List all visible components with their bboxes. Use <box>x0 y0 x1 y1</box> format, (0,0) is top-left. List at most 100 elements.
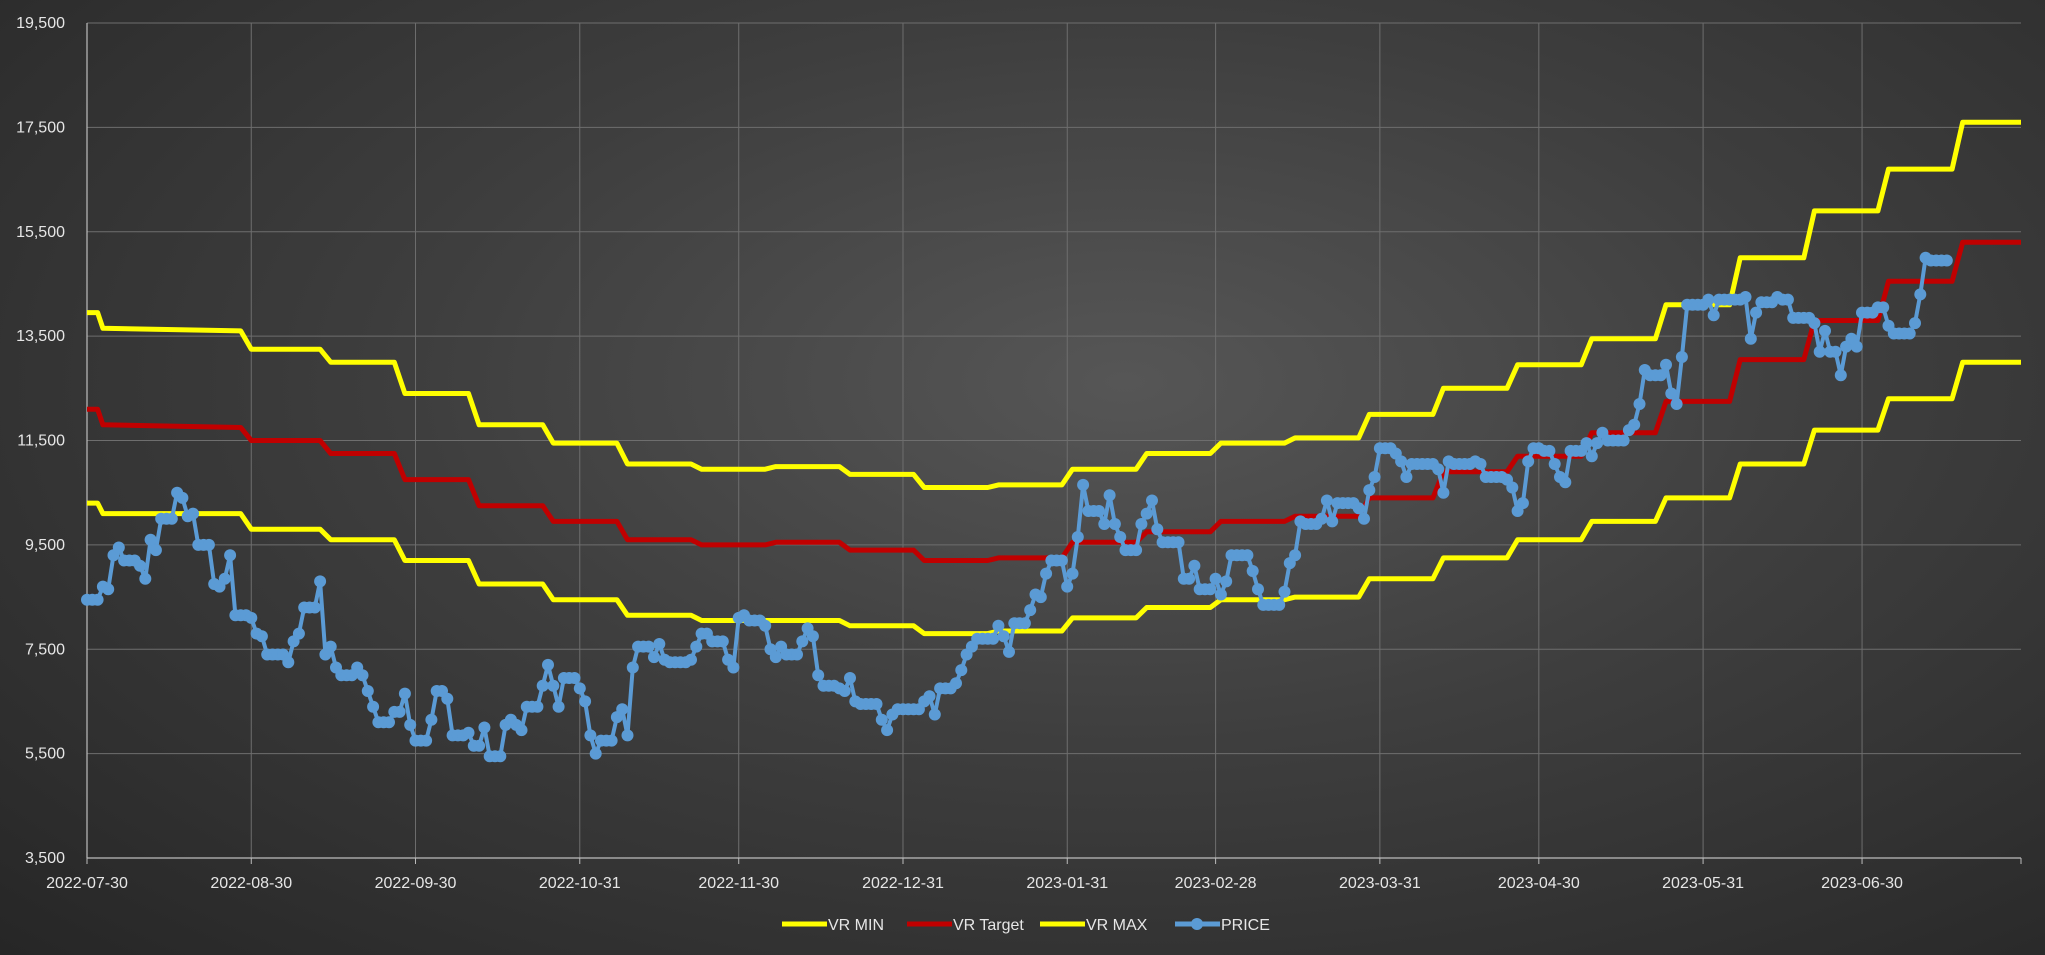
data-point <box>149 544 162 557</box>
data-point <box>1808 317 1821 330</box>
data-point <box>1061 580 1074 593</box>
data-point <box>473 739 486 752</box>
data-point <box>1474 458 1487 470</box>
data-point <box>1813 345 1826 358</box>
data-point <box>494 750 507 763</box>
data-point <box>806 630 819 643</box>
data-point <box>1829 345 1842 358</box>
data-point <box>1744 332 1757 345</box>
series-line <box>87 239 2021 563</box>
series-line <box>87 359 2021 637</box>
data-point <box>308 601 321 614</box>
data-point <box>928 708 941 721</box>
data-point <box>1585 450 1598 463</box>
data-point <box>1040 567 1053 580</box>
data-point <box>1522 455 1535 468</box>
data-point <box>1220 575 1233 588</box>
data-point <box>542 658 554 671</box>
data-point <box>361 685 374 697</box>
data-point <box>356 669 369 682</box>
series-line <box>87 255 1947 759</box>
data-point <box>1103 489 1116 502</box>
data-point <box>1018 617 1031 630</box>
data-point <box>621 729 634 742</box>
data-point <box>1024 604 1037 617</box>
y-tick-label: 13,500 <box>16 328 65 345</box>
data-point <box>1326 515 1339 528</box>
data-point <box>1665 387 1678 400</box>
data-point <box>176 491 189 504</box>
data-point <box>1516 497 1529 510</box>
data-point <box>1034 591 1047 604</box>
data-point <box>245 611 258 624</box>
data-point <box>393 705 406 718</box>
data-point <box>404 718 417 731</box>
data-point <box>1093 505 1105 517</box>
data-point <box>165 512 178 525</box>
data-point <box>1098 518 1111 530</box>
data-point <box>1204 583 1217 596</box>
x-tick-label: 2022-09-30 <box>375 875 457 892</box>
data-point <box>1739 291 1752 303</box>
data-point <box>536 679 549 692</box>
x-tick-label: 2023-04-30 <box>1498 875 1580 892</box>
data-point <box>1246 565 1259 577</box>
data-point <box>552 700 565 713</box>
x-tick-label: 2023-06-30 <box>1821 875 1903 892</box>
data-point <box>1183 572 1196 585</box>
data-point <box>1909 317 1921 330</box>
data-point <box>992 619 1005 632</box>
data-point <box>102 583 115 596</box>
data-point <box>1432 463 1445 476</box>
data-point <box>1278 585 1291 598</box>
x-tick-label: 2022-11-30 <box>698 875 779 892</box>
data-point <box>1241 549 1254 562</box>
data-point <box>547 679 560 692</box>
data-point <box>1670 398 1683 410</box>
y-tick-label: 7,500 <box>25 641 65 658</box>
x-axis: 2022-07-30 2022-08-30 2022-09-30 2022-10-31… <box>46 857 2022 892</box>
data-point <box>1003 645 1015 658</box>
data-point <box>112 541 125 554</box>
data-point <box>1400 471 1413 483</box>
data-point <box>1071 531 1084 543</box>
data-point <box>997 630 1010 643</box>
data-point <box>616 703 629 716</box>
x-tick-label: 2023-02-28 <box>1175 875 1257 892</box>
data-point <box>1617 434 1630 447</box>
legend-entry: VR Target <box>953 917 1024 934</box>
data-point <box>584 729 597 742</box>
y-tick-label: 17,500 <box>16 119 65 136</box>
data-point <box>1151 523 1164 536</box>
data-point <box>292 627 305 640</box>
data-point <box>1559 476 1572 489</box>
data-point <box>1543 444 1556 457</box>
data-point <box>1707 309 1720 322</box>
data-point <box>1214 588 1227 601</box>
data-point <box>1055 554 1068 567</box>
x-tick-label: 2022-07-30 <box>46 875 128 892</box>
legend-marker <box>1191 918 1203 930</box>
data-point <box>367 700 380 713</box>
x-tick-label: 2022-12-31 <box>862 875 944 892</box>
data-point <box>1172 536 1185 549</box>
data-point <box>923 690 936 703</box>
x-tick-label: 2023-01-31 <box>1026 875 1108 892</box>
data-point <box>134 559 146 572</box>
data-point <box>642 640 655 653</box>
data-point <box>1914 288 1927 301</box>
data-point <box>255 630 268 643</box>
data-point <box>844 672 856 684</box>
data-point <box>139 572 152 585</box>
data-point <box>1654 369 1667 382</box>
data-point <box>218 572 231 585</box>
data-point <box>727 661 740 674</box>
data-point <box>1077 478 1090 491</box>
y-tick-label: 3,500 <box>25 850 65 867</box>
data-point <box>690 640 703 653</box>
data-point <box>987 632 1000 645</box>
data-point <box>1252 583 1264 596</box>
data-point <box>626 661 639 674</box>
grid-lines <box>87 22 2021 858</box>
data-point <box>91 593 104 606</box>
